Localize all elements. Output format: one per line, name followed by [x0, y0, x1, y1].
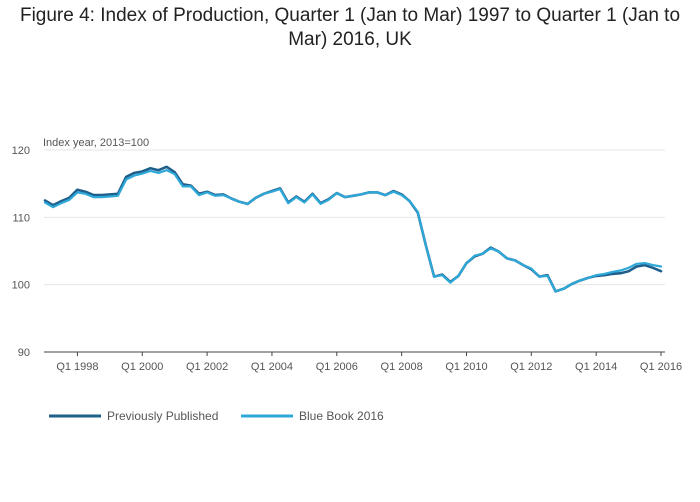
x-tick-label: Q1 2008 — [381, 361, 423, 373]
y-tick-label: 100 — [12, 280, 30, 292]
x-tick-label: Q1 2012 — [510, 361, 552, 373]
x-tick-label: Q1 2004 — [251, 361, 293, 373]
x-tick-label: Q1 2014 — [575, 361, 617, 373]
x-tick-label: Q1 2006 — [316, 361, 358, 373]
legend-item-previously-published[interactable]: Previously Published — [49, 409, 218, 423]
y-tick-label: 120 — [12, 145, 30, 157]
series-lines — [43, 165, 663, 293]
legend-label: Previously Published — [107, 409, 218, 423]
legend-label: Blue Book 2016 — [299, 409, 384, 423]
x-tick-label: Q1 2016 — [640, 361, 682, 373]
grid — [44, 149, 665, 353]
y-tick-label: 110 — [12, 212, 30, 224]
x-tick-label: Q1 2002 — [186, 361, 228, 373]
y-axis-label: Index year, 2013=100 — [43, 137, 149, 149]
series-line-previously-published — [43, 165, 663, 293]
x-tick-label: Q1 2000 — [121, 361, 163, 373]
chart-title: Figure 4: Index of Production, Quarter 1… — [19, 5, 681, 50]
y-tick-label: 90 — [18, 347, 30, 359]
x-tick-label: Q1 1998 — [56, 361, 98, 373]
y-tick-labels: 90 100 110 120 — [12, 145, 30, 359]
legend-item-blue-book-2016[interactable]: Blue Book 2016 — [241, 409, 384, 423]
series-line-blue-book-2016 — [43, 169, 663, 293]
x-tick-labels: Q1 1998 Q1 2000 Q1 2002 Q1 2004 Q1 2006 Q1 20… — [56, 352, 682, 373]
legend: Previously Published Blue Book 2016 — [49, 409, 384, 423]
x-tick-label: Q1 2010 — [445, 361, 487, 373]
